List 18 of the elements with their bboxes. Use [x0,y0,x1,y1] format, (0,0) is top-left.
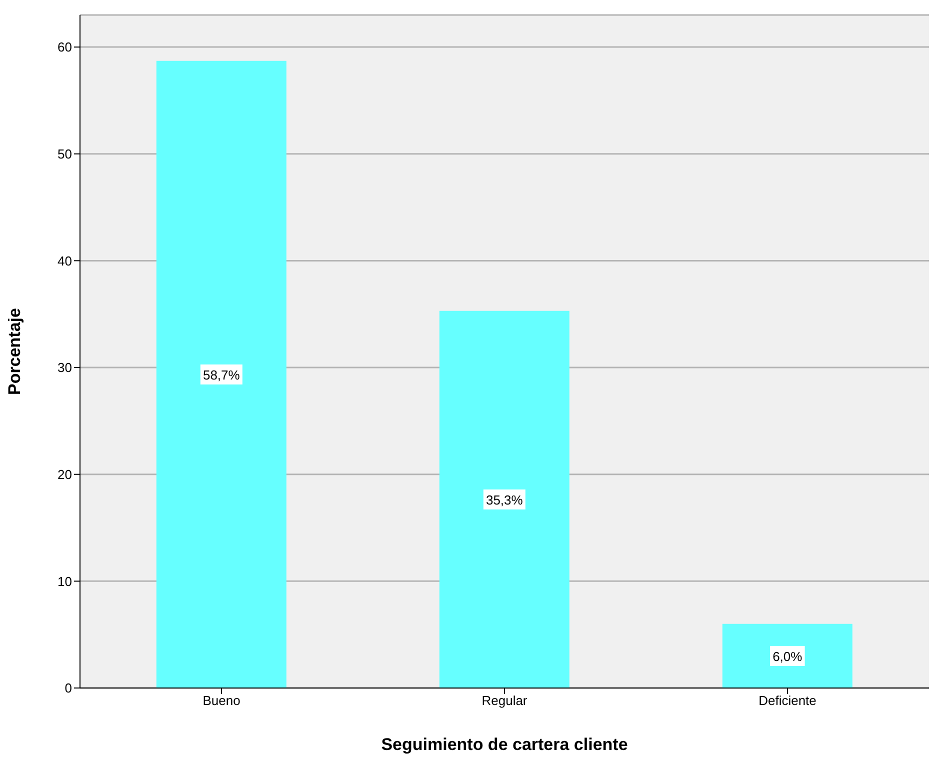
data-label: 35,3% [486,492,524,508]
y-tick-label: 60 [58,40,72,55]
data-label: 6,0% [772,648,803,664]
x-tick-label: Bueno [202,693,240,708]
y-tick-label: 20 [58,466,72,482]
y-axis-title: Porcentaje [5,308,24,395]
x-tick-label: Regular [482,693,528,708]
y-tick-label: 30 [58,360,72,376]
data-label: 58,7% [202,367,240,382]
y-tick-label: 0 [64,680,72,696]
x-axis-title: Seguimiento de cartera cliente [381,735,628,754]
x-tick-label: Deficiente [758,693,816,708]
y-tick-label: 40 [58,253,72,268]
y-tick-label: 10 [58,574,72,589]
bar [156,60,286,688]
bar [722,624,852,688]
y-tick-label: 50 [58,146,72,162]
bar [439,310,570,688]
